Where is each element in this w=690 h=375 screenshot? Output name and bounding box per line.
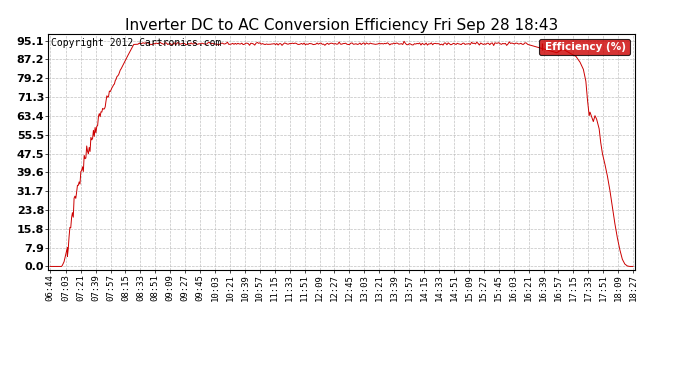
Text: Copyright 2012 Cartronics.com: Copyright 2012 Cartronics.com	[51, 39, 221, 48]
Legend: Efficiency (%): Efficiency (%)	[539, 39, 629, 55]
Title: Inverter DC to AC Conversion Efficiency Fri Sep 28 18:43: Inverter DC to AC Conversion Efficiency …	[125, 18, 558, 33]
